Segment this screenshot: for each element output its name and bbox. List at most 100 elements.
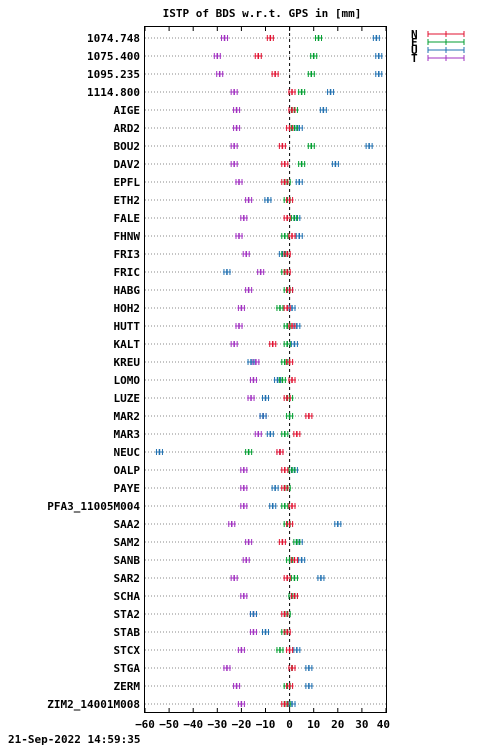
marker-n — [285, 521, 294, 527]
marker-n — [285, 647, 294, 653]
marker-u — [271, 485, 280, 491]
station-label: HUTT — [114, 320, 141, 333]
marker-t — [234, 179, 243, 185]
marker-u — [222, 269, 231, 275]
marker-t — [232, 107, 241, 113]
marker-t — [220, 35, 229, 41]
marker-n — [288, 665, 297, 671]
station-label: SAA2 — [114, 518, 141, 531]
marker-t — [230, 575, 239, 581]
station-label: STGA — [114, 662, 141, 675]
marker-t — [232, 125, 241, 131]
marker-t — [213, 53, 222, 59]
marker-u — [155, 449, 164, 455]
marker-n — [283, 575, 292, 581]
marker-e — [297, 161, 306, 167]
marker-e — [244, 449, 253, 455]
marker-u — [261, 629, 270, 635]
marker-t — [256, 269, 265, 275]
marker-u — [365, 143, 374, 149]
marker-e — [314, 35, 323, 41]
marker-t — [239, 503, 248, 509]
legend-label: N — [411, 28, 418, 41]
station-label: MAR3 — [114, 428, 141, 441]
marker-u — [374, 71, 383, 77]
marker-u — [268, 503, 277, 509]
station-label: OALP — [114, 464, 141, 477]
marker-u — [259, 413, 268, 419]
station-label: LUZE — [114, 392, 141, 405]
marker-n — [288, 323, 297, 329]
chart-title: ISTP of BDS w.r.t. GPS in [mm] — [163, 7, 362, 20]
marker-t — [230, 341, 239, 347]
marker-e — [290, 215, 299, 221]
marker-e — [292, 539, 301, 545]
station-label: STCX — [114, 644, 141, 657]
x-tick-label: 40 — [377, 718, 390, 731]
station-label: FRIC — [114, 266, 141, 279]
legend-entry-u: U — [411, 44, 465, 57]
x-tick-label: −10 — [256, 718, 276, 731]
station-label: ETH2 — [114, 194, 141, 207]
station-label: NEUC — [114, 446, 141, 459]
station-label: PFA3_11005M004 — [47, 500, 140, 513]
marker-u — [261, 395, 270, 401]
marker-t — [244, 197, 253, 203]
x-tick-label: 30 — [355, 718, 368, 731]
x-tick-label: −40 — [183, 718, 203, 731]
marker-n — [283, 305, 292, 311]
station-label: HOH2 — [114, 302, 141, 315]
x-tick-label: −20 — [231, 718, 251, 731]
marker-n — [283, 629, 292, 635]
station-label: SAM2 — [114, 536, 141, 549]
marker-u — [249, 611, 258, 617]
station-label: SCHA — [114, 590, 141, 603]
marker-n — [304, 413, 313, 419]
marker-u — [372, 35, 381, 41]
marker-u — [333, 521, 342, 527]
marker-t — [242, 557, 251, 563]
marker-n — [271, 71, 280, 77]
marker-n — [283, 251, 292, 257]
x-tick-label: 10 — [307, 718, 320, 731]
station-label: LOMO — [114, 374, 141, 387]
marker-n — [268, 341, 277, 347]
x-tick-label: 0 — [286, 718, 293, 731]
marker-n — [288, 377, 297, 383]
marker-t — [237, 305, 246, 311]
station-label: 1074.748 — [87, 32, 140, 45]
marker-e — [290, 575, 299, 581]
station-label: 1095.235 — [87, 68, 140, 81]
station-label: 1114.800 — [87, 86, 140, 99]
marker-t — [254, 431, 263, 437]
marker-n — [283, 215, 292, 221]
marker-n — [288, 89, 297, 95]
marker-t — [232, 683, 241, 689]
marker-t — [239, 593, 248, 599]
marker-n — [266, 35, 275, 41]
marker-t — [244, 539, 253, 545]
marker-n — [290, 557, 299, 563]
marker-u — [290, 341, 299, 347]
marker-t — [234, 323, 243, 329]
station-label: FRI3 — [114, 248, 141, 261]
legend-label: U — [411, 44, 418, 57]
marker-n — [292, 431, 301, 437]
marker-u — [304, 683, 313, 689]
marker-t — [230, 89, 239, 95]
station-label: SAR2 — [114, 572, 141, 585]
marker-n — [285, 125, 294, 131]
marker-n — [288, 503, 297, 509]
station-label: STAB — [114, 626, 141, 639]
x-tick-label: −60 — [135, 718, 155, 731]
marker-t — [239, 215, 248, 221]
marker-u — [331, 161, 340, 167]
marker-n — [285, 359, 294, 365]
legend-entry-n: N — [411, 28, 465, 41]
marker-t — [239, 485, 248, 491]
station-label: PAYE — [114, 482, 141, 495]
x-tick-label: 20 — [331, 718, 344, 731]
station-label: DAV2 — [114, 158, 141, 171]
marker-n — [278, 539, 287, 545]
marker-t — [247, 395, 256, 401]
